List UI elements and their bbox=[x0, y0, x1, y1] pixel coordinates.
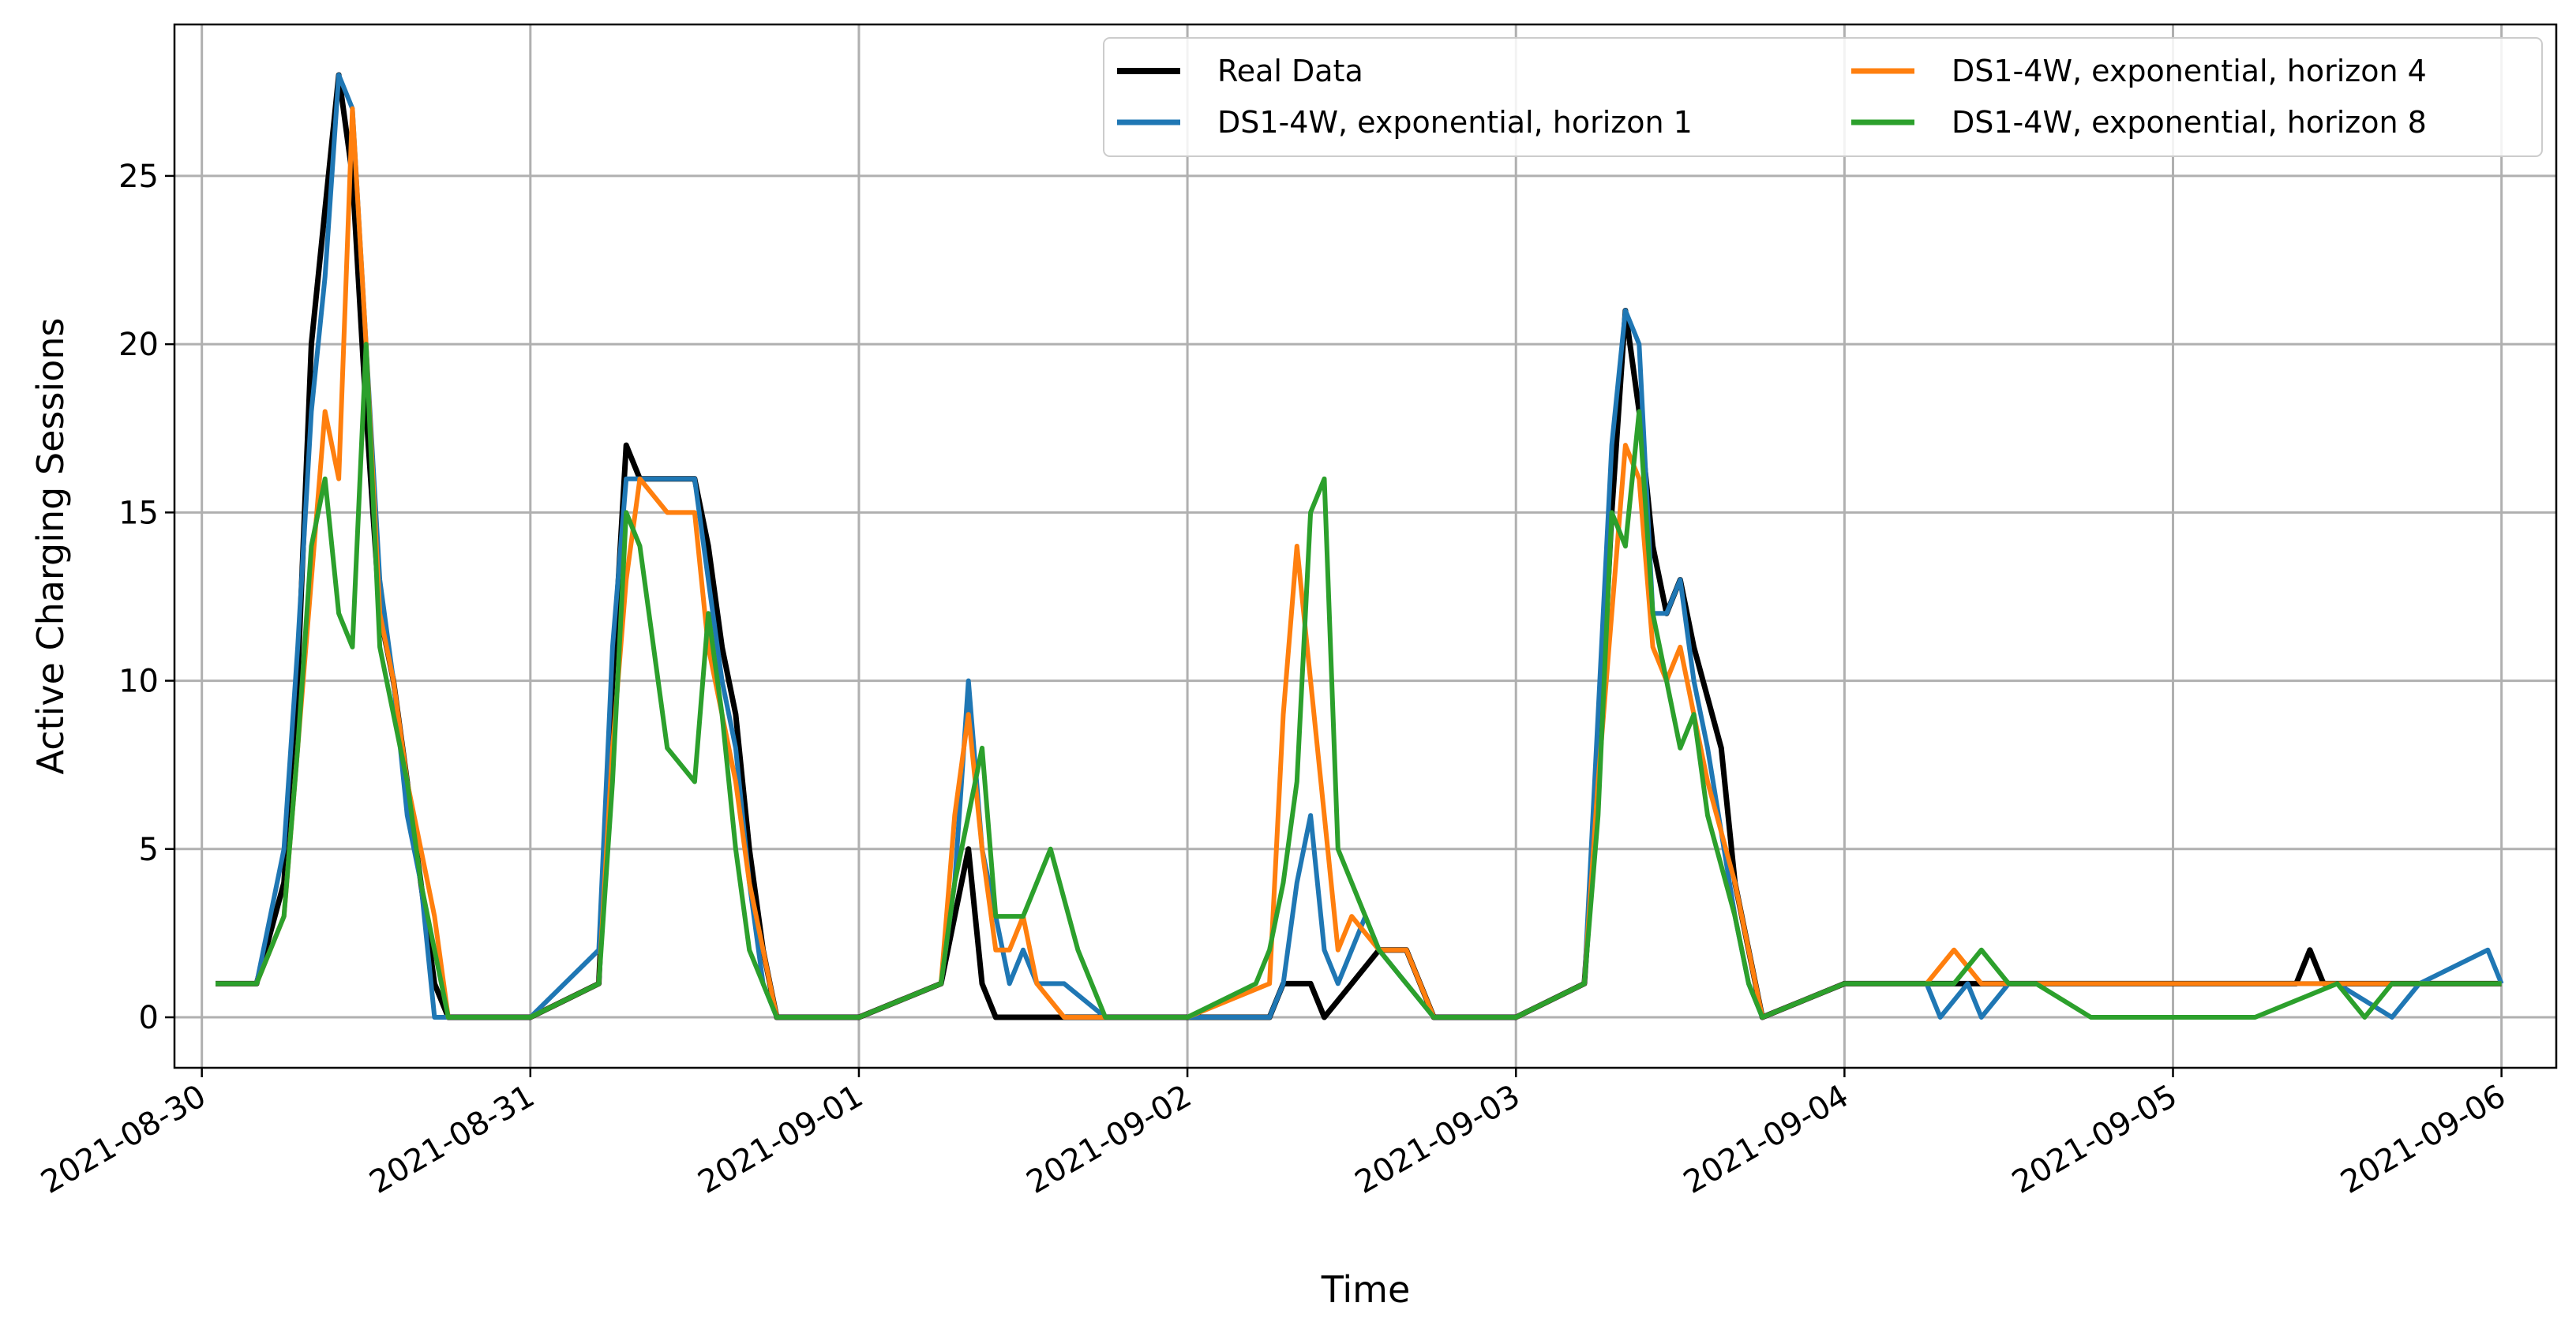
legend-entry: DS1-4W, exponential, horizon 4 bbox=[1952, 54, 2427, 88]
grid-lines bbox=[174, 24, 2556, 1068]
y-tick-label: 10 bbox=[118, 664, 159, 700]
y-axis-title: Active Charging Sessions bbox=[29, 318, 72, 775]
y-tick-label: 0 bbox=[139, 1000, 159, 1036]
legend-entry: DS1-4W, exponential, horizon 1 bbox=[1217, 105, 1693, 140]
plot-frame bbox=[173, 23, 2558, 1069]
y-tick-label: 15 bbox=[118, 495, 159, 531]
y-tick-label: 25 bbox=[118, 159, 159, 195]
legend: Real Data DS1-4W, exponential, horizon 1 D… bbox=[1103, 37, 2543, 157]
series-line bbox=[216, 342, 2502, 1020]
y-tick-label: 20 bbox=[118, 327, 159, 363]
series-lines bbox=[216, 72, 2504, 1020]
legend-entry: DS1-4W, exponential, horizon 8 bbox=[1952, 105, 2427, 140]
y-tick-label: 5 bbox=[139, 832, 159, 868]
x-axis-title: Time bbox=[1321, 1268, 1411, 1311]
legend-box bbox=[1103, 37, 2543, 157]
legend-entry: Real Data bbox=[1217, 54, 1363, 88]
